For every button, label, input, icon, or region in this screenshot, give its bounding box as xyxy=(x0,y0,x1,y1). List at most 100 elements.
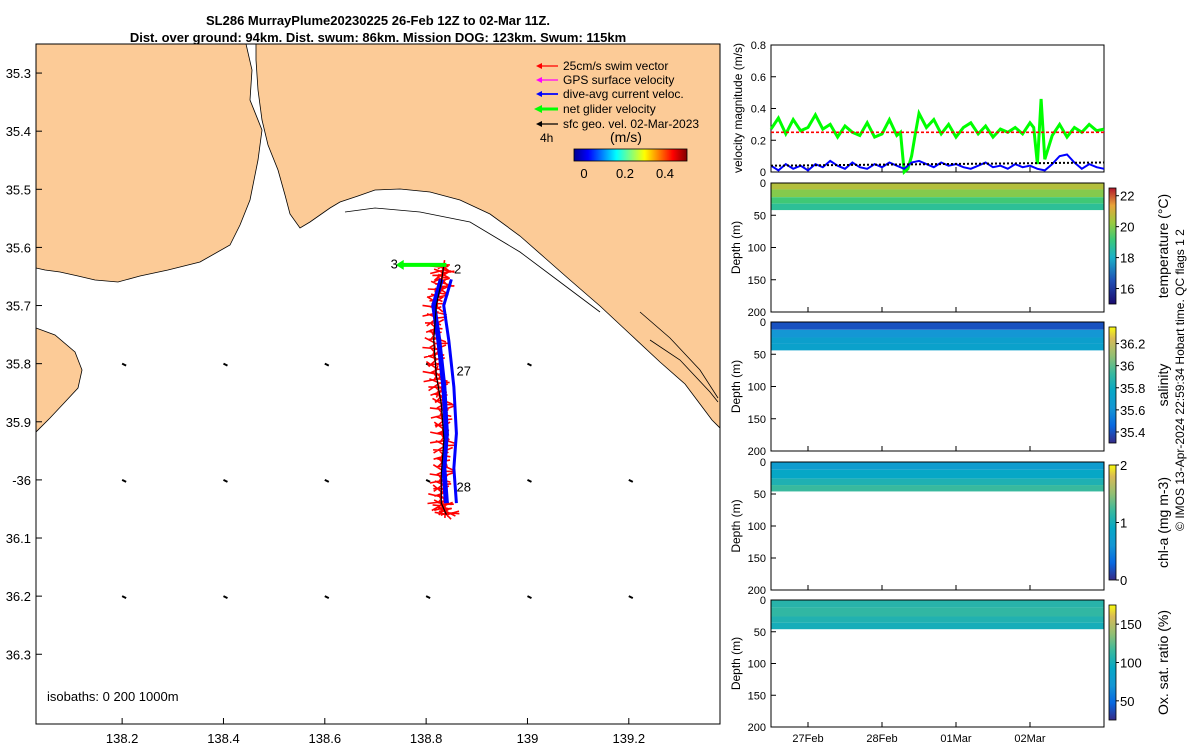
velocity-series-line xyxy=(770,161,1105,167)
colorbar-tick-label: 22 xyxy=(1120,189,1134,204)
interval-label: 4h xyxy=(540,131,553,145)
section-y-tick-label: 50 xyxy=(754,489,766,501)
section-layer xyxy=(771,337,1104,344)
oxygen-panel: 0 50 100 150 200 Depth (m) 50 100 150 Ox. sat. ra… xyxy=(729,595,1171,734)
section-layer xyxy=(771,600,1104,608)
geo-velocity-arrow xyxy=(628,479,634,483)
map-x-tick-label: 138.4 xyxy=(207,731,240,746)
geo-velocity-arrow xyxy=(324,479,330,483)
map-axes-box xyxy=(35,43,721,725)
velocity-y-tick-label: 0.4 xyxy=(751,104,766,116)
section-y-tick-label: 50 xyxy=(754,210,766,222)
section-y-tick-label: 200 xyxy=(748,446,766,458)
section-layer xyxy=(771,329,1104,338)
legend-entry-gps: GPS surface velocity xyxy=(536,73,674,87)
time-x-tick-label: 01Mar xyxy=(940,733,972,745)
section-layer xyxy=(771,343,1104,351)
time-x-tick-label: 28Feb xyxy=(866,733,897,745)
colorbar-tick-label: 36 xyxy=(1120,359,1134,374)
land-kangaroo-peninsula xyxy=(36,44,263,283)
section-ylabel: Depth (m) xyxy=(729,221,743,274)
colorbar-label: chl-a (mg m-3) xyxy=(1155,477,1171,568)
time-x-tick-label: 27Feb xyxy=(792,733,823,745)
velocity-y-tick-label: 0 xyxy=(760,167,766,179)
section-ylabel: Depth (m) xyxy=(729,499,743,552)
footer-credit: © IMOS 13-Apr-2024 22:59:34 Hobart time.… xyxy=(1173,229,1187,531)
section-y-tick-label: 0 xyxy=(760,595,766,607)
colorbar-label: Ox. sat. ratio (%) xyxy=(1155,610,1171,715)
geo-velocity-arrow xyxy=(121,595,127,600)
section-colorbar xyxy=(1108,464,1117,581)
map-y-tick-label: 35.4 xyxy=(6,124,31,139)
colorbar-tick-label: 0.2 xyxy=(616,166,634,181)
colorbar-label: salinity xyxy=(1155,364,1171,407)
section-y-tick-label: 100 xyxy=(748,521,766,533)
section-layer xyxy=(771,622,1104,630)
figure-title: SL286 MurrayPlume20230225 26-Feb 12Z to … xyxy=(36,12,720,46)
day-label: 28 xyxy=(457,480,471,495)
geo-velocity-arrow xyxy=(324,595,330,600)
section-y-tick-label: 50 xyxy=(754,627,766,639)
map-x-tick-label: 139 xyxy=(517,731,539,746)
isobath-contour xyxy=(344,207,601,313)
velocity-axes-box xyxy=(770,44,1105,173)
section-layer xyxy=(771,616,1104,623)
velocity-ylabel: velocity magnitude (m/s) xyxy=(731,43,745,173)
colorbar-tick-label: 0 xyxy=(580,166,587,181)
map-y-tick-label: 35.5 xyxy=(6,182,31,197)
velocity-panel: 0 0.2 0.4 0.6 0.8 velocity magnitude (m/s) xyxy=(731,40,1105,179)
velocity-y-tick-label: 0.2 xyxy=(751,135,766,147)
velocity-series-line xyxy=(769,98,1105,176)
legend-entry-current: dive-avg current veloc. xyxy=(536,87,684,101)
land-coorong-coast xyxy=(255,44,720,429)
geo-velocity-arrow xyxy=(121,362,127,367)
land-cape-jervis xyxy=(36,327,83,433)
legend-entry-geo: sfc geo. vel. 02-Mar-2023 xyxy=(536,117,699,131)
colorbar-tick-label: 2 xyxy=(1120,458,1127,473)
current-vectors xyxy=(442,278,458,504)
colorbar-tick-label: 18 xyxy=(1120,251,1134,266)
geo-velocity-arrow xyxy=(527,595,532,600)
colorbar-tick-label: 36.2 xyxy=(1120,337,1145,352)
day-labels: 3 2 27 28 xyxy=(391,256,471,494)
temperature-panel: 0 50 100 150 200 Depth (m) 16 18 20 22 temperature… xyxy=(729,178,1171,319)
time-x-tick-label: 02Mar xyxy=(1014,733,1046,745)
current-vectors xyxy=(431,278,449,504)
section-y-tick-label: 100 xyxy=(748,243,766,255)
geo-velocity-arrow xyxy=(425,595,431,600)
section-y-tick-label: 200 xyxy=(748,722,766,734)
colorbar-tick-label: 100 xyxy=(1120,656,1142,671)
geo-velocity-arrow xyxy=(425,479,431,483)
section-y-tick-label: 200 xyxy=(748,307,766,319)
section-layer xyxy=(771,183,1104,190)
section-layer xyxy=(771,462,1104,470)
section-y-tick-label: 150 xyxy=(748,690,766,702)
colorbar-tick-label: 0.4 xyxy=(656,166,674,181)
chla-panel: 0 50 100 150 200 Depth (m) 0 1 2 chl-a (mg m-3) xyxy=(729,457,1171,597)
section-colorbar xyxy=(1108,187,1117,305)
day-label: 3 xyxy=(391,256,398,271)
velocity-series xyxy=(769,98,1105,176)
map-y-tick-label: 35.8 xyxy=(6,357,31,372)
colorbar-tick-label: 0 xyxy=(1120,573,1127,588)
section-y-tick-label: 0 xyxy=(760,457,766,469)
colorbar-tick-label: 16 xyxy=(1120,282,1134,297)
section-y-tick-label: 200 xyxy=(748,585,766,597)
map-y-tick-label: 35.3 xyxy=(6,66,31,81)
section-colorbar xyxy=(1108,326,1117,444)
legend-label: net glider velocity xyxy=(563,102,656,116)
velocity-y-tick-label: 0.8 xyxy=(751,40,766,52)
map-y-tick-label: 35.6 xyxy=(6,240,31,255)
map-y-tick-label: 35.7 xyxy=(6,299,31,314)
section-layer xyxy=(771,322,1104,330)
day-label: 27 xyxy=(457,363,471,378)
colorbar-tick-label: 1 xyxy=(1120,516,1127,531)
geo-velocity-arrow xyxy=(324,362,330,367)
geo-velocity-arrow xyxy=(527,479,532,483)
day-label: 2 xyxy=(454,262,461,277)
map-y-tick-label: -36 xyxy=(12,473,31,488)
geo-velocity-arrow xyxy=(527,362,532,367)
net-velocity-arrowhead xyxy=(395,259,404,270)
